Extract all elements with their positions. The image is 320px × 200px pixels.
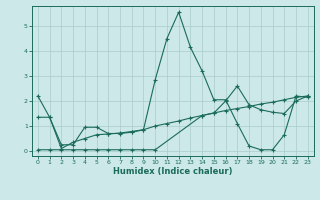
X-axis label: Humidex (Indice chaleur): Humidex (Indice chaleur) (113, 167, 233, 176)
